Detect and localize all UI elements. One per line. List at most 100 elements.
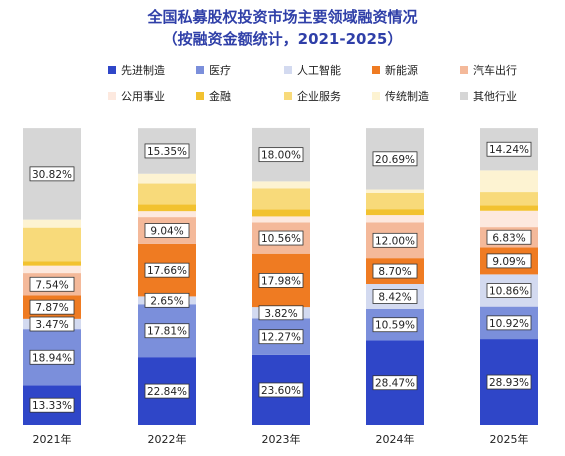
legend-label: 传统制造 [385, 90, 429, 103]
data-label-box [486, 374, 532, 390]
data-label-box [144, 292, 190, 308]
bar-segment [23, 265, 81, 274]
data-label-box [258, 273, 304, 288]
legend-swatch [284, 92, 292, 100]
data-label-box [372, 317, 418, 333]
chart-subtitle: （按融资金额统计，2021-2025） [162, 30, 403, 48]
data-label-box [144, 143, 190, 159]
data-label-box [29, 299, 75, 315]
data-label: 18.00% [261, 150, 301, 162]
legend-item: 公用事业 [108, 88, 196, 104]
data-label: 9.09% [492, 256, 525, 268]
data-label-box [258, 329, 304, 345]
bar-segment [480, 170, 538, 193]
data-label-box [144, 223, 190, 238]
legend-item: 人工智能 [284, 62, 372, 78]
data-label: 10.92% [489, 318, 529, 330]
legend-item: 传统制造 [372, 88, 460, 104]
data-label: 17.66% [147, 265, 187, 277]
data-label: 10.56% [261, 233, 301, 245]
data-label-box [486, 229, 532, 245]
data-label: 15.35% [147, 146, 187, 158]
x-tick-label: 2021年 [33, 432, 72, 446]
bar-segment [366, 192, 424, 210]
data-label-box [144, 323, 190, 339]
data-label-box [144, 262, 190, 278]
data-label: 3.47% [35, 319, 68, 331]
legend-label: 先进制造 [121, 64, 165, 77]
data-label-box [372, 232, 418, 248]
legend-swatch [196, 92, 204, 100]
data-label: 7.54% [35, 279, 68, 291]
bar-segment [23, 227, 81, 262]
data-label: 12.27% [261, 332, 301, 344]
data-label-box [29, 349, 75, 365]
bar-segment [252, 216, 310, 223]
data-label-box [372, 151, 418, 167]
bar-segment [23, 261, 81, 266]
legend-swatch [196, 66, 204, 74]
data-label: 30.82% [32, 169, 72, 181]
data-label: 17.81% [147, 326, 187, 338]
data-label-box [486, 253, 532, 269]
legend: 先进制造 医疗 人工智能 新能源 汽车出行公用事业 金融 企业服务 传统制造 其他行业 [108, 62, 548, 104]
legend-item: 医疗 [196, 62, 284, 78]
data-label: 14.24% [489, 144, 529, 156]
bar-segment [138, 183, 196, 205]
legend-label: 金融 [209, 90, 231, 103]
legend-item: 其他行业 [460, 88, 548, 104]
bar-segment [138, 173, 196, 184]
legend-label: 汽车出行 [473, 64, 517, 77]
data-label: 8.42% [378, 291, 411, 303]
data-label-box [258, 382, 304, 398]
data-label-box [372, 375, 418, 391]
data-label: 6.83% [492, 232, 525, 244]
data-label: 17.98% [261, 275, 301, 287]
data-label: 28.47% [375, 378, 415, 390]
data-label: 10.86% [489, 286, 529, 298]
legend-item: 新能源 [372, 62, 460, 78]
legend-label: 人工智能 [297, 64, 341, 77]
x-tick-label: 2023年 [262, 432, 301, 446]
data-label: 10.59% [375, 320, 415, 332]
chart-title: 全国私募股权投资市场主要领域融资情况 [147, 8, 418, 26]
legend-swatch [108, 92, 116, 100]
legend-label: 新能源 [385, 64, 418, 77]
data-label-box [258, 230, 304, 246]
data-label: 22.84% [147, 386, 187, 398]
bar-segment [366, 189, 424, 193]
data-label: 12.00% [375, 235, 415, 247]
bar-segment [138, 204, 196, 212]
data-label-box [372, 263, 418, 279]
data-label: 28.93% [489, 377, 529, 389]
bar-segment [366, 215, 424, 223]
legend-label: 医疗 [209, 64, 231, 77]
bar-segment [480, 210, 538, 228]
data-label: 23.60% [261, 385, 301, 397]
legend-swatch [108, 66, 116, 74]
bar-segment [252, 209, 310, 217]
data-label: 8.70% [378, 266, 411, 278]
legend-label: 其他行业 [473, 90, 517, 103]
bar-segment [23, 219, 81, 228]
data-label-box [258, 147, 304, 163]
bar-segment [366, 209, 424, 216]
data-label-box [486, 315, 532, 331]
data-label-box [372, 289, 418, 304]
data-label: 7.87% [35, 302, 68, 314]
legend-swatch [284, 66, 292, 74]
legend-swatch [372, 92, 380, 100]
legend-item: 先进制造 [108, 62, 196, 78]
legend-swatch [372, 66, 380, 74]
data-label: 3.82% [264, 308, 297, 320]
bar-segment [480, 192, 538, 206]
legend-item: 企业服务 [284, 88, 372, 104]
bar-segment [480, 205, 538, 211]
data-label-box [486, 141, 532, 157]
legend-label: 企业服务 [297, 90, 341, 103]
bar-segment [138, 211, 196, 218]
x-tick-label: 2025年 [490, 432, 529, 446]
legend-item: 汽车出行 [460, 62, 548, 78]
x-tick-label: 2024年 [376, 432, 415, 446]
